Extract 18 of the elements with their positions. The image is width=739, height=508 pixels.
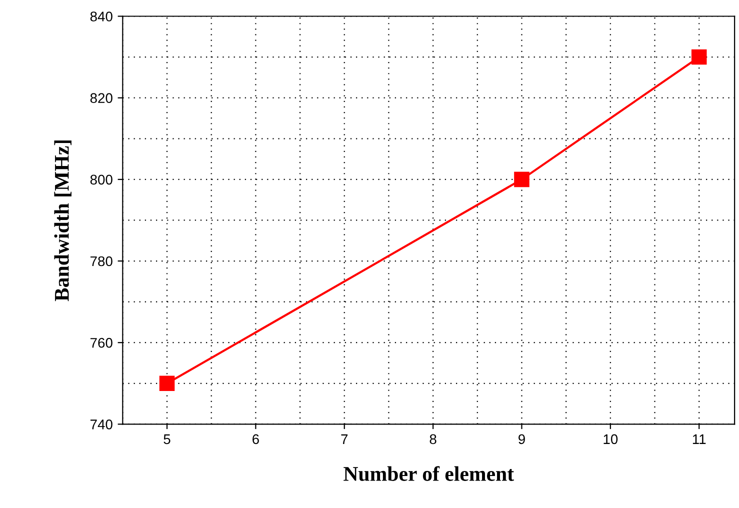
y-tick-label: 820 [90,93,112,104]
y-axis-title: Bandwidth [MHz] [54,140,72,302]
y-tick-label: 800 [90,174,112,185]
x-tick-label: 6 [252,434,259,444]
x-tick-label: 7 [341,434,348,444]
x-tick-label: 5 [164,434,170,444]
y-tick-label: 740 [90,420,112,430]
x-tick-label: 9 [518,434,525,444]
y-tick-label: 840 [90,12,112,22]
x-tick-label: 10 [604,434,618,444]
y-tick-label: 780 [90,256,112,266]
x-axis-title: Number of element [344,466,514,482]
x-tick-label: 8 [430,434,436,444]
point [514,172,530,188]
x-tick-label: 11 [692,434,706,444]
point [691,49,707,65]
y-tick-label: 760 [90,338,112,348]
point [159,376,175,392]
